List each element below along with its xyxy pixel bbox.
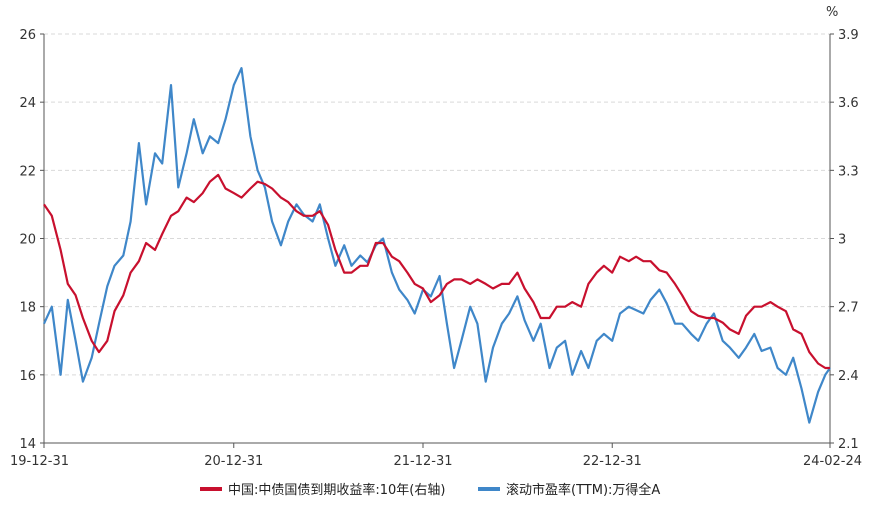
left-tick-label: 20 — [19, 233, 36, 248]
right-tick-label: 2.1 — [838, 437, 859, 452]
x-tick-label: 21-12-31 — [393, 454, 452, 469]
left-tick-label: 14 — [19, 437, 36, 452]
left-tick-label: 24 — [19, 96, 36, 111]
series-line-bond-yield — [43, 173, 830, 370]
right-axis-unit: % — [826, 5, 838, 20]
right-tick-label: 3.6 — [838, 96, 859, 111]
x-tick-label: 24-02-24 — [803, 454, 862, 469]
left-tick-label: 16 — [19, 369, 36, 384]
left-tick-label: 18 — [19, 301, 36, 316]
legend: 中国:中债国债到期收益率:10年(右轴) 滚动市盈率(TTM):万得全A — [200, 482, 660, 498]
right-axis-ticks: 2.1 2.4 2.7 3 3.3 3.6 3.9 — [830, 28, 859, 452]
right-tick-label: 3 — [838, 233, 846, 248]
x-tick-label: 19-12-31 — [10, 454, 69, 469]
legend-item-bond-yield-label: 中国:中债国债到期收益率:10年(右轴) — [228, 482, 445, 498]
series-lines — [43, 66, 831, 424]
gridlines — [44, 33, 830, 376]
left-tick-label: 26 — [19, 28, 36, 43]
left-tick-label: 22 — [19, 164, 36, 179]
x-axis-ticks: 19-12-31 20-12-31 21-12-31 22-12-31 24-02-24 — [10, 443, 862, 469]
right-tick-label: 3.3 — [838, 164, 859, 179]
legend-item-pe-ttm-label: 滚动市盈率(TTM):万得全A — [506, 482, 660, 498]
right-tick-label: 2.4 — [838, 369, 859, 384]
right-tick-label: 2.7 — [838, 301, 859, 316]
x-tick-label: 22-12-31 — [583, 454, 642, 469]
left-axis-ticks: 14 16 18 20 22 24 26 — [19, 28, 44, 452]
x-tick-label: 20-12-31 — [204, 454, 263, 469]
right-tick-label: 3.9 — [838, 28, 859, 43]
series-line-pe-ttm — [43, 66, 831, 424]
